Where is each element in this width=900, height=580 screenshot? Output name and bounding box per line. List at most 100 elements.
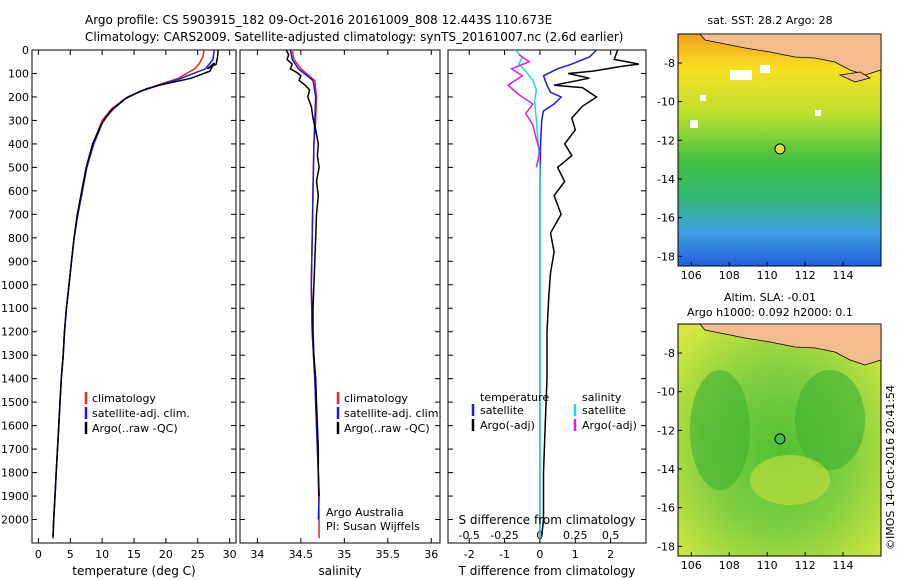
- y-tick-label: 1200: [1, 326, 29, 339]
- sst-map-title: sat. SST: 28.2 Argo: 28: [707, 14, 832, 27]
- sst-cloud-gaps: [690, 65, 821, 128]
- map-y-tick-label: -8: [664, 347, 675, 360]
- x-tick-label: 25: [191, 548, 205, 561]
- series-line-argo: [285, 49, 320, 497]
- y-tick-label: 2000: [1, 514, 29, 527]
- argo-location-marker: [774, 433, 786, 445]
- y-tick-label: 500: [8, 161, 29, 174]
- x-tick-label: 15: [127, 548, 141, 561]
- legend-label-climatology: climatology: [344, 392, 408, 405]
- java-landmass: [699, 33, 882, 76]
- map-x-tick-label: 112: [795, 559, 816, 572]
- difference-plot-frame: [447, 49, 647, 544]
- y-tick-label: 400: [8, 138, 29, 151]
- sla-feature: [690, 370, 750, 490]
- y-tick-label: 1000: [1, 279, 29, 292]
- map-y-tick-label: -16: [657, 212, 675, 225]
- map-x-tick-label: 108: [719, 559, 740, 572]
- map-x-tick-label: 106: [681, 269, 702, 282]
- y-tick-label: 1900: [1, 490, 29, 503]
- salinity-plot-frame: [239, 49, 441, 544]
- legend-title-temperature: temperature: [480, 391, 549, 404]
- title-line-1: Argo profile: CS 5903915_182 09-Oct-2016…: [85, 13, 552, 27]
- temperature-legend: climatology satellite-adj. clim. Argo(..…: [84, 392, 190, 435]
- map-x-tick-label: 112: [795, 269, 816, 282]
- map-x-tick-label: 114: [833, 269, 854, 282]
- temperature-axis-label: temperature (deg C): [72, 564, 195, 578]
- x-tick-label: 2: [607, 548, 614, 561]
- temperature-plot-frame: [31, 49, 237, 544]
- legend-title-salinity: salinity: [582, 391, 622, 404]
- sla-feature: [750, 455, 830, 505]
- annotation-pi: PI: Susan Wijffels: [326, 520, 420, 533]
- salinity-plot: 34 34.5 35 35.5 36: [240, 49, 440, 561]
- y-tick-label: 600: [8, 185, 29, 198]
- salinity-axis-label: salinity: [318, 564, 361, 578]
- salinity-legend: climatology satellite-adj. clim. Argo(..…: [326, 392, 442, 533]
- y-tick-label: 700: [8, 208, 29, 221]
- legend-label-s-argo: Argo(-adj): [582, 419, 637, 432]
- sst-map: 106 108 110 112 114 -8 -10 -12 -14 -16 -18: [657, 33, 882, 282]
- map-y-tick-label: -14: [657, 463, 675, 476]
- y-tick-label: 1700: [1, 443, 29, 456]
- imos-credit: ©IMOS 14-Oct-2016 20:41:54: [884, 385, 897, 550]
- x-tick-label: 35: [337, 548, 351, 561]
- sla-feature: [795, 370, 865, 470]
- series-line-argo: [52, 49, 219, 537]
- java-landmass: [699, 323, 882, 366]
- y-tick-label: 1800: [1, 467, 29, 480]
- map-y-tick-label: -12: [657, 424, 675, 437]
- map-y-tick-label: -8: [664, 57, 675, 70]
- sla-map-title: Altim. SLA: -0.01: [724, 291, 816, 304]
- y-tick-label: 900: [8, 255, 29, 268]
- x-top-tick-label: -0.5: [458, 529, 479, 542]
- map-y-tick-label: -12: [657, 134, 675, 147]
- x-top-tick-label: 0.25: [563, 529, 588, 542]
- x-tick-label: 0: [536, 548, 543, 561]
- x-tick-label: 5: [67, 548, 74, 561]
- y-tick-label: 200: [8, 91, 29, 104]
- map-y-tick-label: -18: [657, 250, 675, 263]
- series-line-s-argo-adj: [506, 54, 541, 168]
- sst-small-islands: [838, 71, 872, 83]
- x-tick-label: 35.5: [376, 548, 401, 561]
- sla-map: 106 108 110 112 114 -8 -10 -12 -14 -16 -18: [657, 323, 882, 572]
- x-tick-label: -1: [499, 548, 510, 561]
- map-x-tick-label: 110: [757, 559, 778, 572]
- x-top-tick-label: -0.25: [490, 529, 518, 542]
- series-line-t-argo: [540, 49, 640, 537]
- temperature-plot: 0 5 10 15 20 25 300100200300400500600700800900…: [1, 44, 237, 561]
- y-tick-label: 1500: [1, 396, 29, 409]
- sst-axis-ticks: 106 108 110 112 114 -8 -10 -12 -14 -16 -18: [657, 57, 854, 282]
- x-tick-label: 10: [95, 548, 109, 561]
- title-line-2: Climatology: CARS2009. Satellite-adjuste…: [85, 30, 623, 44]
- map-y-tick-label: -14: [657, 173, 675, 186]
- series-line-satellite: [289, 49, 320, 520]
- legend-label-s-satellite: satellite: [582, 404, 626, 417]
- map-y-tick-label: -18: [657, 540, 675, 553]
- map-y-tick-label: -16: [657, 502, 675, 515]
- legend-label-argo: Argo(..raw -QC): [344, 422, 430, 435]
- x-tick-label: 30: [223, 548, 237, 561]
- x-tick-label: 1: [572, 548, 579, 561]
- x-tick-label: 36: [424, 548, 438, 561]
- legend-label-t-satellite: satellite: [480, 404, 524, 417]
- difference-plot: -2 -1 0 1 2-0.5 -0.25 0 0.25 0.5: [448, 49, 646, 561]
- x-tick-label: 34.5: [289, 548, 314, 561]
- argo-location-marker: [774, 143, 786, 155]
- legend-label-satellite: satellite-adj. clim.: [92, 407, 190, 420]
- legend-label-satellite: satellite-adj. clim.: [344, 407, 442, 420]
- y-tick-label: 100: [8, 67, 29, 80]
- legend-label-t-argo: Argo(-adj): [480, 419, 535, 432]
- s-difference-axis-label: S difference from climatology: [459, 513, 636, 527]
- y-tick-label: 1300: [1, 349, 29, 362]
- t-difference-axis-label: T difference from climatology: [458, 564, 636, 578]
- series-line-s-satellite: [514, 49, 541, 539]
- legend-label-climatology: climatology: [92, 392, 156, 405]
- x-tick-label: 34: [250, 548, 264, 561]
- map-y-tick-label: -10: [657, 96, 675, 109]
- y-tick-label: 1600: [1, 420, 29, 433]
- x-top-tick-label: 0.5: [602, 529, 620, 542]
- y-tick-label: 1400: [1, 373, 29, 386]
